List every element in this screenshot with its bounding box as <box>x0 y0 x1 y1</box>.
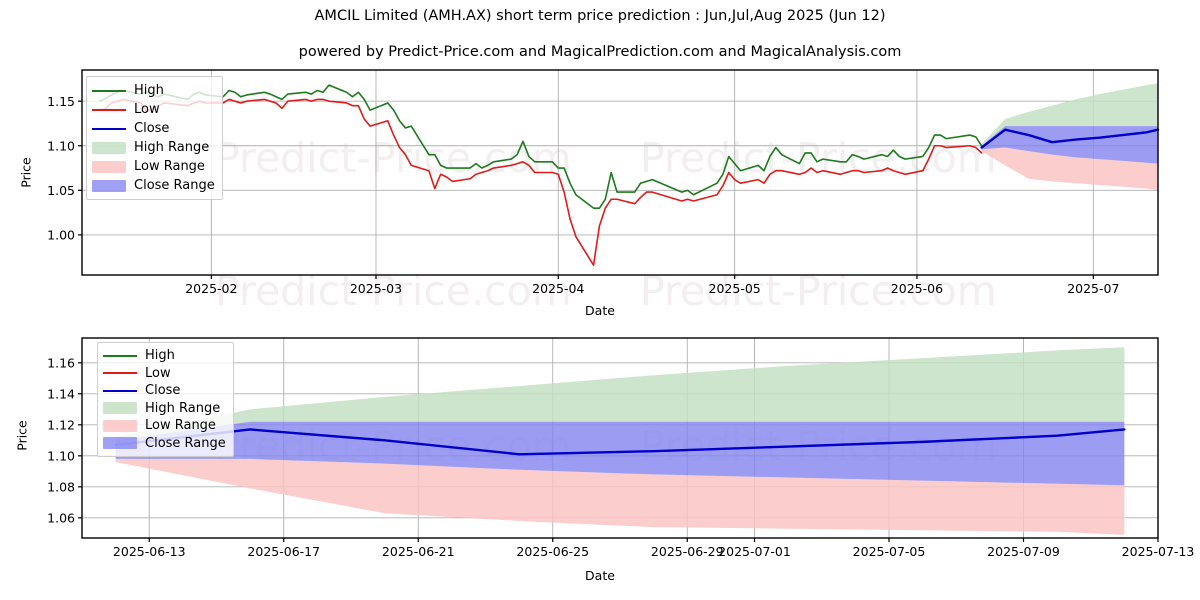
x-tick-label: 2025-02 <box>185 281 237 296</box>
legend-item-label: Close <box>145 383 181 399</box>
legend-patch-swatch <box>92 179 126 192</box>
legend-item-label: Low Range <box>145 418 216 434</box>
page-title: AMCIL Limited (AMH.AX) short term price … <box>314 8 886 24</box>
legend-item-label: High Range <box>134 140 210 155</box>
legend-line-swatch <box>103 354 137 357</box>
y-tick-label: 1.14 <box>47 386 75 401</box>
legend-item-close: Close <box>103 382 226 400</box>
high-range-band <box>981 83 1158 146</box>
x-tick-label: 2025-03 <box>350 281 402 296</box>
y-tick-label: 1.08 <box>47 479 75 494</box>
legend-item-label: High Range <box>145 400 221 416</box>
x-tick-label: 2025-07-13 <box>1122 544 1195 559</box>
legend-item-high: High <box>92 81 215 100</box>
x-tick-label: 2025-07-09 <box>987 544 1060 559</box>
x-tick-label: 2025-05 <box>709 281 761 296</box>
legend-item-close-range: Close Range <box>92 176 215 195</box>
legend-item-close: Close <box>92 119 215 138</box>
x-tick-label: 2025-06-17 <box>247 544 320 559</box>
high-price-line <box>98 84 983 209</box>
page-subtitle: powered by Predict-Price.com and Magical… <box>298 44 902 60</box>
bottom-chart-xlabel: Date <box>585 568 615 583</box>
bottom-chart-svg: Predict-Price.comPredict-Price.com1.061.… <box>47 337 1195 559</box>
legend-patch-swatch <box>92 141 126 154</box>
bottom-chart-legend: High Low Close High Range Low Range Close Ran… <box>97 342 234 457</box>
y-tick-label: 1.05 <box>47 183 75 198</box>
low-price-line <box>98 98 983 266</box>
legend-patch-swatch <box>92 160 126 173</box>
legend-line-swatch <box>92 89 126 92</box>
legend-item-high: High <box>103 347 226 365</box>
legend-item-label: High <box>145 348 175 364</box>
y-tick-label: 1.15 <box>47 94 75 109</box>
top-chart-xlabel: Date <box>585 303 615 318</box>
high-range-band <box>115 347 1125 441</box>
x-tick-label: 2025-07 <box>1067 281 1119 296</box>
legend-item-low-range: Low Range <box>92 157 215 176</box>
top-chart-ylabel: Price <box>18 157 34 188</box>
legend-item-high-range: High Range <box>103 400 226 418</box>
x-tick-label: 2025-06-25 <box>516 544 589 559</box>
legend-item-label: Low <box>145 365 171 381</box>
bottom-chart-panel: Predict-Price.comPredict-Price.com1.061.… <box>0 320 1200 600</box>
y-tick-label: 1.16 <box>47 355 75 370</box>
x-tick-label: 2025-07-01 <box>718 544 791 559</box>
legend-item-high-range: High Range <box>92 138 215 157</box>
legend-patch-swatch <box>103 419 137 432</box>
legend-item-close-range: Close Range <box>103 435 226 453</box>
low-range-band <box>981 147 1158 191</box>
legend-item-label: Close Range <box>134 178 215 193</box>
legend-item-low: Low <box>103 365 226 383</box>
x-tick-label: 2025-07-05 <box>853 544 926 559</box>
x-tick-label: 2025-06-29 <box>651 544 724 559</box>
close-price-line <box>114 428 1126 456</box>
top-chart-legend: High Low Close High Range Low Range Close Ran… <box>86 76 223 200</box>
legend-item-label: Close <box>134 121 170 136</box>
y-tick-label: 1.00 <box>47 227 75 242</box>
x-tick-label: 2025-04 <box>532 281 584 296</box>
legend-item-low-range: Low Range <box>103 417 226 435</box>
legend-line-swatch <box>92 108 126 111</box>
y-tick-label: 1.12 <box>47 417 75 432</box>
plot-background <box>82 70 1158 275</box>
bottom-chart-ylabel: Price <box>14 420 30 451</box>
low-range-band <box>115 458 1125 535</box>
legend-line-swatch <box>103 389 137 392</box>
legend-item-label: Low <box>134 102 160 117</box>
x-tick-label: 2025-06 <box>891 281 943 296</box>
plot-frame <box>81 337 1159 539</box>
y-tick-label: 1.10 <box>47 138 75 153</box>
top-chart-svg: Predict-Price.com Predict-Price.comPredic… <box>47 69 1160 315</box>
close-price-line <box>980 128 1160 149</box>
legend-item-label: High <box>134 83 164 98</box>
legend-line-swatch <box>92 127 126 130</box>
x-tick-label: 2025-06-13 <box>113 544 186 559</box>
legend-item-label: Close Range <box>145 435 226 451</box>
y-tick-label: 1.10 <box>47 448 75 463</box>
close-range-band <box>115 421 1125 486</box>
legend-patch-swatch <box>103 437 137 450</box>
watermark-text: Predict-Price.com <box>640 134 997 182</box>
top-chart-panel: Predict-Price.com Predict-Price.com Predic… <box>18 69 1160 318</box>
legend-item-label: Low Range <box>134 159 205 174</box>
legend-line-swatch <box>103 372 137 375</box>
watermark-text: Predict-Price.com <box>215 134 572 182</box>
plot-frame <box>81 69 1159 276</box>
x-tick-label: 2025-06-21 <box>382 544 455 559</box>
y-tick-label: 1.06 <box>47 510 75 525</box>
legend-patch-swatch <box>103 402 137 415</box>
legend-item-low: Low <box>92 100 215 119</box>
